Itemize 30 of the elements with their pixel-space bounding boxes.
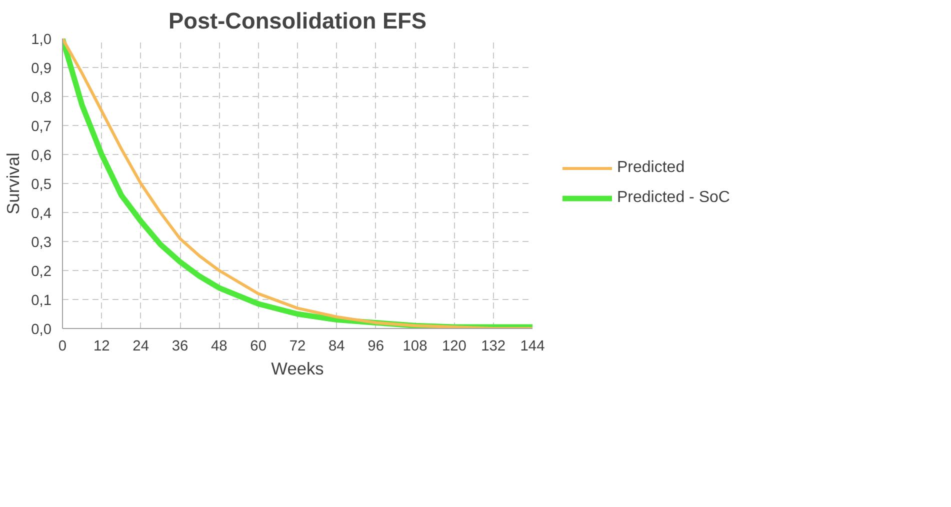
y-tick-label: 0,2 (31, 264, 52, 280)
x-tick-label: 144 (520, 338, 545, 354)
y-tick-label: 1,0 (31, 32, 52, 48)
chart-title: Post-Consolidation EFS (168, 8, 427, 34)
x-tick-label: 24 (132, 338, 149, 354)
x-tick-label: 96 (368, 338, 384, 354)
y-tick-label: 0,3 (31, 235, 52, 251)
y-axis-title: Survival (3, 152, 24, 214)
x-tick-label: 0 (58, 338, 67, 354)
x-tick-label: 120 (442, 338, 466, 354)
y-tick-label: 0,9 (31, 61, 52, 77)
x-tick-label: 60 (250, 338, 266, 354)
x-tick-label: 84 (328, 338, 345, 354)
x-tick-label: 36 (172, 338, 188, 354)
y-tick-label: 0,8 (31, 90, 52, 106)
x-tick-label: 72 (289, 338, 306, 354)
x-tick-label: 108 (402, 338, 428, 354)
y-tick-label: 0,7 (31, 119, 52, 135)
legend-label: Predicted (617, 159, 685, 177)
y-tick-label: 0,0 (31, 322, 52, 338)
line-series (62, 38, 532, 328)
x-axis-title: Weeks (271, 358, 324, 378)
x-tick-label: 132 (481, 338, 506, 354)
x-tick-label: 48 (211, 338, 228, 354)
y-tick-label: 0,1 (31, 293, 52, 309)
y-tick-label: 0,6 (31, 148, 52, 164)
y-tick-label: 0,4 (31, 206, 52, 222)
y-tick-label: 0,5 (31, 177, 52, 193)
legend-label: Predicted - SoC (617, 189, 730, 207)
x-tick-label: 12 (94, 338, 110, 354)
